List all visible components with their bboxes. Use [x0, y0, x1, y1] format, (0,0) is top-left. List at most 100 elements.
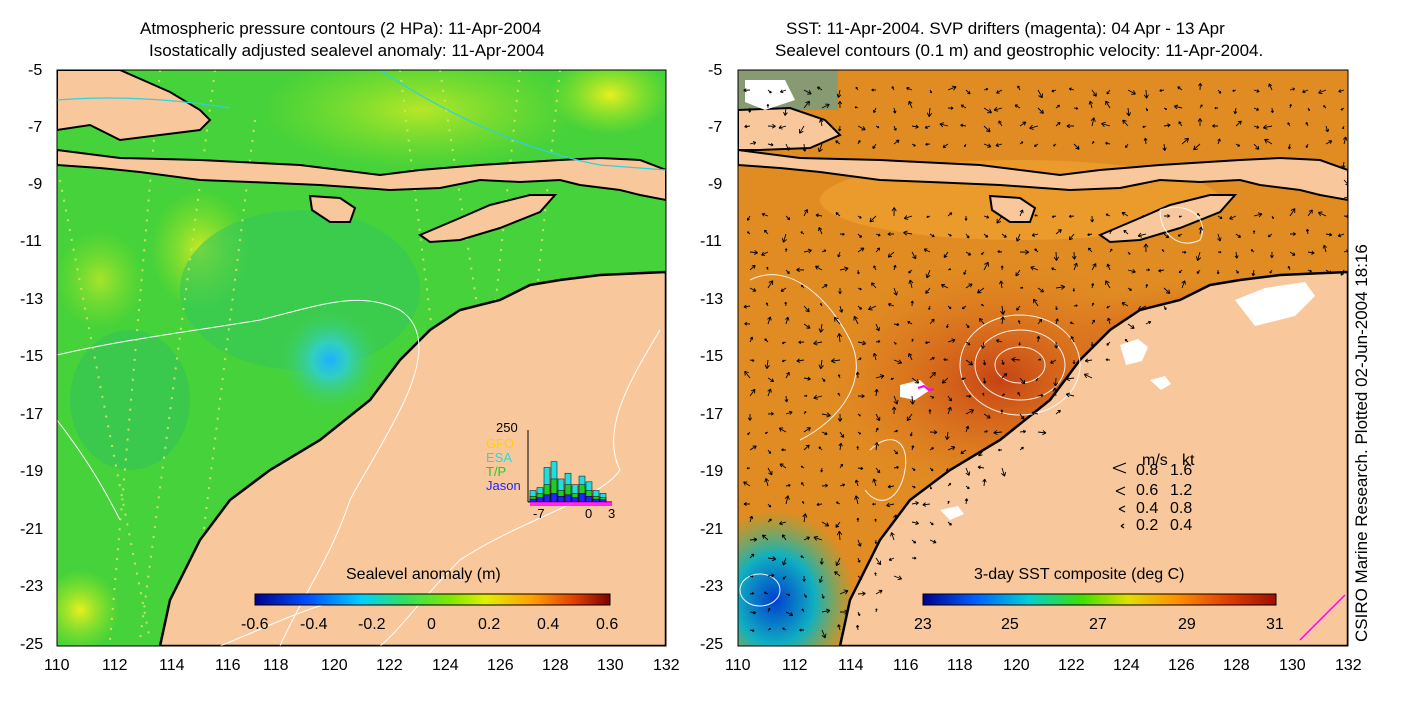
velocity-arrow — [803, 593, 807, 598]
sst-colorbar-tick: 25 — [1001, 616, 1019, 633]
velocity-legend-header-kt: kt — [1182, 452, 1195, 469]
velocity-arrow — [1322, 244, 1327, 253]
velocity-arrow — [803, 411, 807, 415]
velocity-arrow — [803, 536, 810, 541]
velocity-arrow — [1163, 287, 1171, 294]
velocity-arrow — [1181, 137, 1190, 145]
velocity-arrow — [872, 478, 877, 487]
velocity-arrow — [977, 287, 985, 294]
velocity-arrow — [802, 501, 805, 505]
velocity-arrow — [1267, 233, 1273, 238]
velocity-arrow — [816, 86, 823, 91]
velocity-arrow — [1000, 265, 1004, 271]
velocity-arrow — [1011, 357, 1021, 363]
velocity-arrow — [1163, 107, 1168, 111]
velocity-arrow — [1053, 251, 1059, 261]
histogram-bar — [564, 494, 572, 503]
velocity-arrow — [1127, 251, 1131, 255]
histogram-bar — [585, 495, 593, 503]
velocity-arrow — [947, 338, 956, 343]
velocity-arrow — [1031, 233, 1039, 237]
velocity-arrow — [1289, 232, 1296, 236]
velocity-arrow — [922, 502, 931, 507]
velocity-arrow — [744, 370, 751, 379]
velocity-arrow — [802, 143, 807, 152]
velocity-arrow — [891, 406, 897, 415]
velocity-arrow — [965, 233, 970, 239]
velocity-arrow — [965, 89, 971, 95]
velocity-arrow — [1105, 141, 1111, 145]
velocity-arrow — [929, 539, 937, 544]
velocity-arrow — [784, 248, 788, 253]
velocity-arrow — [911, 124, 919, 129]
velocity-arrow — [1163, 305, 1167, 310]
left-x-tick: 120 — [321, 657, 348, 674]
left-y-tick: -5 — [28, 62, 43, 79]
velocity-arrow — [1037, 393, 1044, 398]
velocity-arrow — [911, 377, 920, 384]
velocity-arrow — [835, 521, 841, 528]
velocity-arrow — [893, 139, 900, 145]
velocity-arrow — [893, 341, 897, 345]
velocity-arrow — [1091, 319, 1095, 325]
velocity-arrow — [813, 340, 823, 346]
velocity-arrow — [1107, 317, 1111, 325]
velocity-arrow — [857, 215, 862, 219]
velocity-arrow — [803, 89, 812, 95]
right-title-line1: SST: 11-Apr-2004. SVP drifters (magenta)… — [786, 19, 1225, 38]
velocity-arrow — [929, 89, 933, 94]
velocity-arrow — [785, 483, 791, 487]
velocity-arrow — [928, 305, 931, 310]
right-y-tick: -7 — [708, 119, 723, 136]
velocity-arrow — [893, 125, 897, 131]
velocity-arrow — [857, 340, 867, 346]
velocity-arrow — [1055, 121, 1061, 127]
velocity-arrow — [1105, 280, 1111, 289]
velocity-arrow — [1305, 228, 1310, 235]
velocity-arrow — [1143, 137, 1148, 145]
velocity-arrow — [888, 557, 895, 561]
velocity-arrow — [1235, 269, 1239, 274]
velocity-arrow — [855, 624, 860, 631]
velocity-arrow — [908, 100, 913, 109]
left-map — [57, 70, 666, 646]
left-x-tick: 114 — [159, 657, 185, 674]
velocity-arrow — [1289, 251, 1296, 256]
velocity-arrow — [929, 318, 935, 325]
velocity-arrow — [1015, 269, 1021, 277]
velocity-arrow — [1287, 265, 1291, 271]
velocity-arrow — [1072, 251, 1077, 260]
velocity-arrow — [911, 467, 916, 471]
velocity-arrow — [1091, 141, 1095, 145]
velocity-arrow — [1105, 213, 1111, 217]
velocity-legend-ms: 0.2 — [1136, 517, 1159, 534]
velocity-arrow — [821, 249, 827, 253]
velocity-arrow — [1342, 136, 1348, 145]
velocity-arrow — [1019, 209, 1024, 217]
velocity-arrow — [961, 305, 967, 310]
velocity-arrow — [983, 261, 989, 271]
velocity-arrow — [857, 287, 862, 291]
velocity-arrow — [838, 442, 843, 451]
right-y-tick: -23 — [700, 578, 724, 595]
right-x-tick: 124 — [1113, 657, 1140, 674]
velocity-arrow — [781, 233, 787, 243]
velocity-arrow — [1137, 305, 1147, 311]
velocity-arrow — [803, 376, 811, 381]
sla-colorbar-tick: -0.2 — [358, 616, 386, 633]
velocity-arrow — [1212, 124, 1219, 128]
velocity-arrow — [941, 377, 949, 384]
velocity-arrow — [925, 287, 931, 294]
velocity-arrow — [785, 371, 790, 379]
velocity-arrow — [837, 624, 841, 631]
velocity-arrow — [1087, 233, 1093, 237]
velocity-arrow — [965, 394, 972, 398]
velocity-arrow — [1343, 179, 1348, 186]
velocity-arrow — [821, 284, 828, 289]
velocity-arrow — [785, 143, 790, 151]
velocity-arrow — [1125, 143, 1129, 149]
velocity-arrow — [978, 317, 985, 325]
right-y-tick: -5 — [708, 62, 723, 79]
velocity-arrow — [1070, 336, 1075, 343]
inset-legend-esa: ESA — [486, 450, 513, 465]
